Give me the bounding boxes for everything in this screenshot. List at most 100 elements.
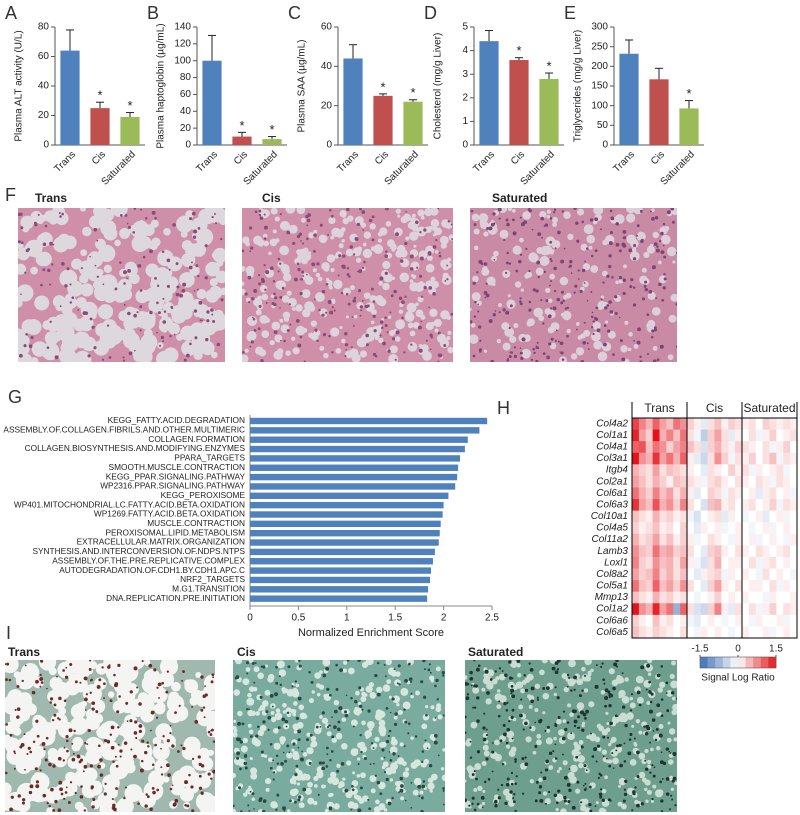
- histology-image: [463, 656, 679, 815]
- vacuole: [309, 698, 314, 703]
- vacuole: [417, 285, 421, 289]
- nucleus: [535, 799, 538, 802]
- vacuole: [429, 309, 437, 317]
- nucleus: [503, 733, 507, 737]
- nucleus: [47, 269, 50, 272]
- nucleus: [32, 691, 36, 695]
- heatmap-cell: [749, 557, 756, 569]
- nucleus: [158, 311, 161, 314]
- nucleus: [112, 761, 114, 763]
- nucleus: [630, 278, 633, 281]
- nucleus: [603, 683, 605, 685]
- vacuole: [245, 242, 250, 247]
- nucleus: [622, 672, 624, 674]
- nucleus: [613, 767, 615, 769]
- nucleus: [375, 775, 377, 777]
- nucleus: [318, 309, 320, 311]
- vacuole: [216, 271, 229, 284]
- nucleus: [418, 326, 422, 330]
- nucleus: [408, 663, 411, 666]
- nucleus: [169, 732, 171, 734]
- heatmap-cell: [770, 487, 777, 499]
- vacuole: [596, 801, 599, 804]
- nucleus: [298, 747, 300, 749]
- nucleus: [248, 301, 250, 303]
- nucleus: [604, 705, 607, 708]
- vacuole: [342, 777, 345, 780]
- vacuole: [98, 304, 113, 319]
- nucleus: [665, 681, 668, 684]
- heatmap-cell: [728, 430, 735, 442]
- nucleus: [654, 766, 656, 768]
- nucleus: [294, 801, 297, 804]
- vacuole: [525, 736, 531, 742]
- vacuole: [283, 273, 291, 281]
- nucleus: [476, 271, 478, 273]
- nucleus: [637, 775, 640, 778]
- heatmap-cell: [694, 557, 701, 569]
- nucleus: [48, 763, 52, 767]
- nucleus: [28, 747, 31, 750]
- nucleus: [327, 234, 329, 236]
- nucleus: [130, 749, 132, 751]
- vacuole: [314, 784, 318, 788]
- x-tick-label: Trans: [194, 149, 220, 175]
- heatmap-cell: [701, 418, 708, 430]
- heatmap-cell: [701, 545, 708, 557]
- nucleus: [368, 807, 371, 810]
- vacuole: [268, 757, 273, 762]
- nucleus: [134, 207, 137, 210]
- significance: *: [97, 88, 102, 103]
- nucleus: [516, 775, 518, 777]
- nucleus: [333, 725, 337, 729]
- vacuole: [149, 241, 158, 250]
- nucleus: [55, 355, 59, 359]
- vacuole: [156, 267, 168, 279]
- nucleus: [520, 217, 522, 219]
- vacuole: [411, 762, 418, 769]
- y-tick-label: 140: [174, 22, 191, 33]
- nucleus: [506, 359, 509, 362]
- x-tick-label: 0: [247, 613, 253, 624]
- nucleus: [654, 326, 657, 329]
- nucleus: [37, 735, 40, 738]
- nucleus: [610, 310, 614, 314]
- vacuole: [280, 221, 290, 231]
- vacuole: [542, 711, 545, 714]
- heatmap-cell: [776, 603, 783, 615]
- vacuole: [513, 245, 522, 254]
- nucleus: [421, 761, 423, 763]
- vacuole: [67, 281, 83, 297]
- nucleus: [311, 262, 315, 266]
- vacuole: [293, 701, 298, 706]
- nucleus: [261, 750, 264, 753]
- nucleus: [165, 691, 168, 694]
- nucleus: [247, 276, 251, 280]
- vacuole: [474, 246, 479, 251]
- vacuole: [167, 707, 183, 723]
- nucleus: [600, 774, 603, 777]
- nucleus: [71, 296, 74, 299]
- colorbar-segment: [715, 657, 723, 668]
- nucleus: [545, 803, 547, 805]
- vacuole: [593, 341, 602, 350]
- vacuole: [350, 285, 355, 290]
- nucleus: [591, 755, 594, 758]
- nucleus: [264, 237, 267, 240]
- nucleus: [88, 354, 91, 357]
- heatmap-cell: [687, 453, 694, 465]
- heatmap-cell: [646, 464, 653, 476]
- vacuole: [292, 307, 296, 311]
- heatmap-cell: [687, 522, 694, 534]
- nucleus: [659, 734, 663, 738]
- vacuole: [22, 321, 32, 331]
- nucleus: [194, 290, 196, 292]
- nucleus: [602, 799, 605, 802]
- nucleus: [306, 738, 309, 741]
- nucleus: [385, 675, 387, 677]
- nucleus: [300, 240, 302, 242]
- bar: [250, 567, 431, 573]
- nucleus: [90, 678, 93, 681]
- nucleus: [586, 247, 589, 250]
- heatmap-cell: [708, 592, 715, 604]
